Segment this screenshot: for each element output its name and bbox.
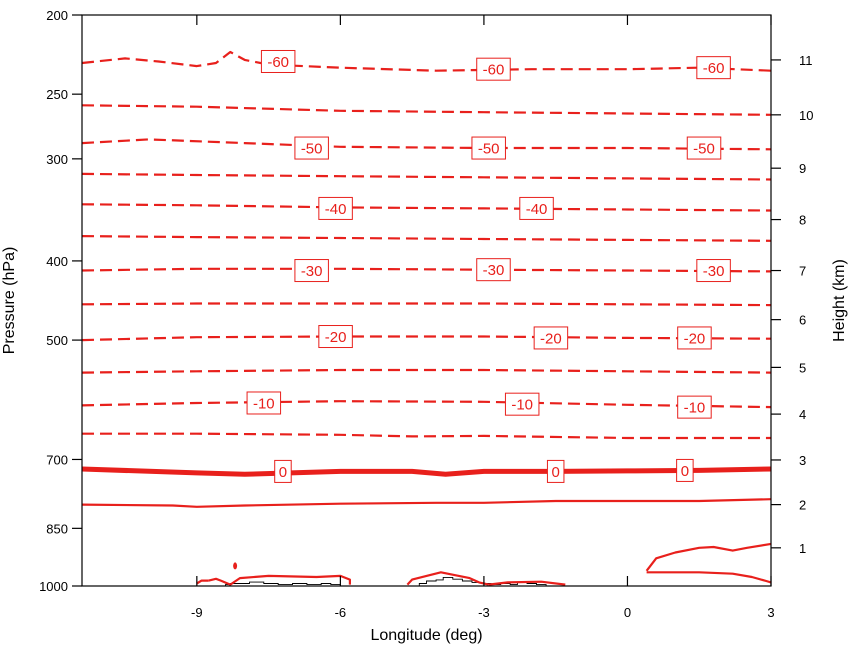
- contour-label: -60: [697, 57, 731, 79]
- x-axis-title: Longitude (deg): [370, 627, 482, 644]
- contour-label-value: -50: [301, 141, 323, 158]
- contour-label-value: 0: [681, 463, 689, 480]
- contour-label-value: -60: [703, 60, 725, 77]
- contour-label: -50: [472, 137, 506, 159]
- height-tick-label: 2: [799, 498, 806, 513]
- contour-label: 0: [275, 460, 292, 482]
- height-tick-label: 1: [799, 541, 806, 556]
- pressure-tick-label: 700: [46, 452, 68, 467]
- contour-label: -40: [520, 197, 554, 219]
- x-tick-label: -6: [335, 605, 347, 620]
- y-axis-title-left: Pressure (hPa): [1, 247, 18, 355]
- contour-label: -10: [678, 396, 712, 418]
- contour-label-value: -20: [325, 329, 347, 346]
- pressure-tick-label: 200: [46, 8, 68, 23]
- contour-label-value: -30: [483, 262, 505, 279]
- height-tick-label: 7: [799, 264, 806, 279]
- contour-label-value: -20: [684, 330, 706, 347]
- contour-label-value: 0: [279, 464, 287, 481]
- contour-label: -50: [295, 137, 329, 159]
- pressure-tick-label: 400: [46, 254, 68, 269]
- contour-label-value: -50: [693, 141, 715, 158]
- contour-label: -20: [678, 327, 712, 349]
- contour-label: -40: [319, 197, 353, 219]
- pressure-tick-label: 1000: [39, 579, 68, 594]
- pressure-tick-label: 500: [46, 333, 68, 348]
- height-tick-label: 9: [799, 161, 806, 176]
- contour-label: -10: [505, 393, 539, 415]
- contour-label-value: -60: [483, 62, 505, 79]
- height-tick-label: 6: [799, 313, 806, 328]
- contour-label: 0: [547, 460, 564, 482]
- contour-label: -60: [261, 50, 295, 72]
- contour-label-value: 0: [552, 464, 560, 481]
- contour-label-value: -10: [511, 397, 533, 414]
- contour-label-value: -40: [325, 201, 347, 218]
- pressure-tick-label: 300: [46, 152, 68, 167]
- height-tick-label: 3: [799, 453, 806, 468]
- contour-label-value: -20: [540, 330, 562, 347]
- contour-label: -30: [295, 260, 329, 282]
- height-tick-label: 11: [799, 53, 813, 68]
- contour-label: 0: [677, 459, 694, 481]
- height-tick-label: 4: [799, 407, 806, 422]
- contour-label: -50: [687, 137, 721, 159]
- contour-label-value: -10: [684, 400, 706, 417]
- x-tick-label: 0: [624, 605, 631, 620]
- contour-label: -20: [534, 327, 568, 349]
- x-tick-label: -9: [191, 605, 203, 620]
- contour-label-value: -10: [253, 395, 275, 412]
- contour-label-value: -30: [301, 263, 323, 280]
- contour-label: -30: [697, 260, 731, 282]
- x-tick-label: 3: [767, 605, 774, 620]
- contour-label-value: -50: [478, 141, 500, 158]
- y-axis-title-right: Height (km): [831, 259, 848, 342]
- pressure-tick-label: 850: [46, 521, 68, 536]
- height-tick-label: 10: [799, 108, 813, 123]
- contour-blob: [233, 562, 237, 569]
- x-tick-label: -3: [478, 605, 490, 620]
- contour-label: -30: [477, 259, 511, 281]
- pressure-tick-label: 250: [46, 87, 68, 102]
- contour-label: -20: [319, 326, 353, 348]
- contour-label-value: -60: [267, 54, 289, 71]
- height-tick-label: 5: [799, 360, 806, 375]
- contour-label: -60: [477, 58, 511, 80]
- contour-label-value: -40: [526, 201, 548, 218]
- contour-label: -10: [247, 392, 281, 414]
- height-tick-label: 8: [799, 213, 806, 228]
- contour-label-value: -30: [703, 263, 725, 280]
